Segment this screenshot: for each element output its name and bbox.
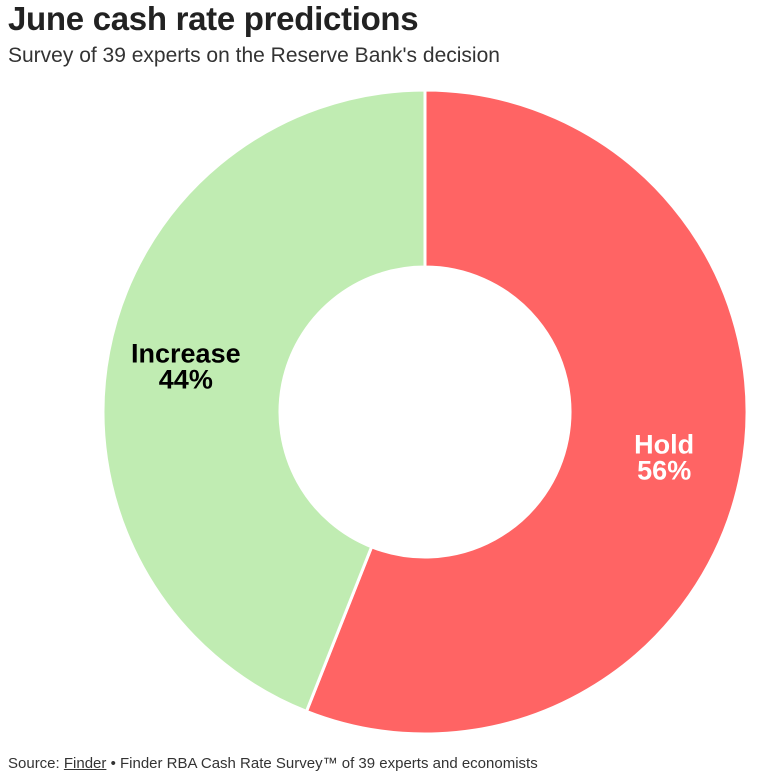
source-note: Source: Finder • Finder RBA Cash Rate Su… (8, 755, 538, 772)
donut-labels: Hold 56% Increase 44% (131, 338, 694, 485)
slice-value-increase: 44% (159, 364, 213, 394)
donut-slice-increase (101, 88, 427, 714)
source-prefix: Source: (8, 755, 64, 772)
chart-title: June cash rate predictions (8, 0, 419, 37)
donut-slices (101, 88, 749, 736)
slice-value-hold: 56% (637, 456, 691, 486)
slice-label-hold: Hold 56% (634, 430, 694, 486)
donut-slice-hold (304, 88, 749, 736)
source-link[interactable]: Finder (63, 755, 107, 772)
source-description: • Finder RBA Cash Rate Survey™ of 39 exp… (106, 755, 538, 772)
slice-name-increase: Increase (131, 338, 241, 368)
chart-subtitle: Survey of 39 experts on the Reserve Bank… (8, 44, 500, 67)
slice-label-increase: Increase 44% (131, 338, 241, 394)
donut-chart: Hold 56% Increase 44% (101, 88, 749, 736)
slice-name-hold: Hold (634, 430, 694, 460)
